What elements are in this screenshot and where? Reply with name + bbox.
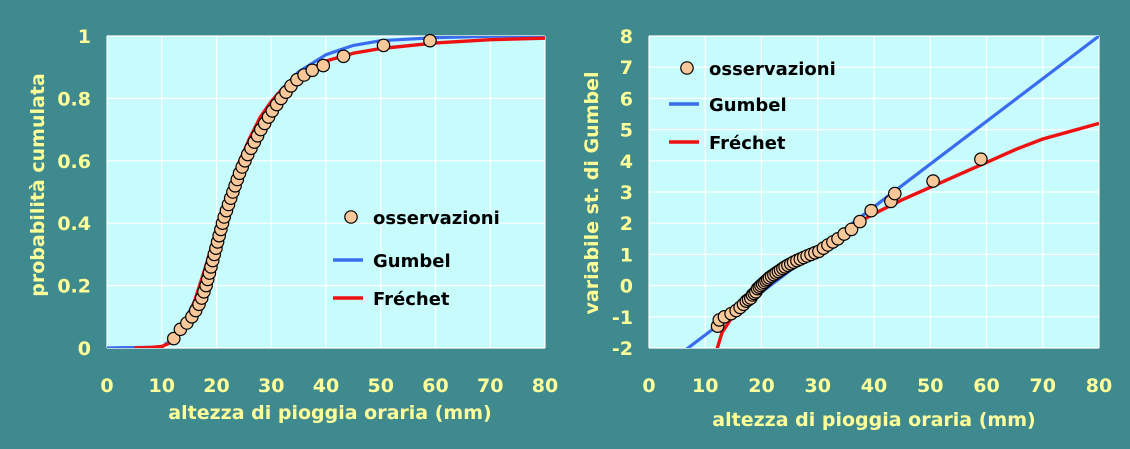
y-tick-label-6: 6 [620,88,633,110]
observation-point [423,33,437,48]
x-axis-label-cumulative: altezza di pioggia oraria (mm) [168,402,491,424]
legend-marker-osservazioni [344,210,358,224]
y-tick-label-0-2: 0.2 [57,276,91,298]
y-tick-label-1: 1 [78,26,91,48]
x-tick-label-0: 0 [100,375,113,397]
x-tick-label-70: 70 [1030,375,1056,397]
legend-label-gumbel: Gumbel [373,251,451,272]
observation-point [336,49,351,64]
y-tick-label-1: -1 [612,307,633,329]
x-tick-label-80: 80 [1086,375,1112,397]
observation-point [376,38,391,53]
x-tick-label-70: 70 [477,375,503,397]
y-tick-label-2: -2 [612,338,633,360]
x-tick-label-60: 60 [422,375,448,397]
y-tick-label-5: 5 [620,120,633,142]
tick-labels-cumulative-probability: 0 10 20 30 40 50 60 70 80 0 0.2 0.4 0.6 0.8 1 [57,26,558,397]
x-tick-label-30: 30 [805,375,831,397]
observation-point [167,331,181,346]
legend-label-osservazioni: osservazioni [709,59,836,80]
x-tick-label-80: 80 [532,375,558,397]
x-tick-label-10: 10 [692,375,718,397]
x-tick-label-50: 50 [368,375,394,397]
legend-label-frechet: Fréchet [373,289,450,310]
y-tick-label-0-8: 0.8 [57,88,91,110]
tick-labels-gumbel-variable: 0 10 20 30 40 50 60 70 80 -2 -1 0 1 2 3 4 5 6 7 8 [612,26,1112,397]
y-tick-label-0-4: 0.4 [57,213,91,235]
y-tick-label-0-6: 0.6 [57,151,91,173]
series-gumbel-variable [685,36,1099,348]
y-tick-label-0: 0 [620,276,633,298]
x-tick-label-20: 20 [748,375,774,397]
x-tick-label-0: 0 [642,375,655,397]
y-tick-label-3: 3 [620,182,633,204]
chart-cumulative-probability: 0 10 20 30 40 50 60 70 80 0 0.2 0.4 0.6 0.8 1 altezza … [27,26,558,424]
x-tick-label-10: 10 [149,375,175,397]
y-tick-label-8: 8 [620,26,633,48]
legend-cumulative-probability: osservazioni Gumbel Fréchet [333,208,500,310]
y-tick-label-1: 1 [620,244,633,266]
legend-gumbel-variable: osservazioni Gumbel Fréchet [669,59,836,154]
observation-point [844,222,859,237]
observation-point [316,58,331,73]
observation-point [926,174,940,188]
x-tick-label-40: 40 [313,375,339,397]
x-tick-label-60: 60 [973,375,999,397]
y-axis-label-cumulative: probabilità cumulata [27,73,49,296]
y-tick-label-2: 2 [620,213,633,235]
observation-point [864,203,878,218]
gridlines-cumulative-probability [106,35,546,349]
y-tick-label-0: 0 [78,338,91,360]
y-axis-label-gumbel: variabile st. di Gumbel [581,72,603,315]
observation-point [887,186,902,201]
legend-marker-osservazioni [680,61,694,75]
chart-gumbel-variable: 0 10 20 30 40 50 60 70 80 -2 -1 0 1 2 3 4 5 6 7 8 altezza d… [581,26,1112,431]
x-axis-label-gumbel: altezza di pioggia oraria (mm) [712,409,1035,431]
x-tick-label-40: 40 [861,375,887,397]
legend-label-frechet: Fréchet [709,133,786,154]
x-tick-label-50: 50 [917,375,943,397]
y-tick-label-4: 4 [620,151,633,173]
x-tick-label-20: 20 [203,375,229,397]
y-tick-label-7: 7 [620,57,633,79]
legend-label-osservazioni: osservazioni [373,208,500,229]
series-cumulative-probability [107,33,545,348]
observation-point [853,214,867,229]
x-tick-label-30: 30 [258,375,284,397]
legend-label-gumbel: Gumbel [709,95,787,116]
gridlines-gumbel-variable [648,35,1100,349]
observation-point [974,152,988,166]
